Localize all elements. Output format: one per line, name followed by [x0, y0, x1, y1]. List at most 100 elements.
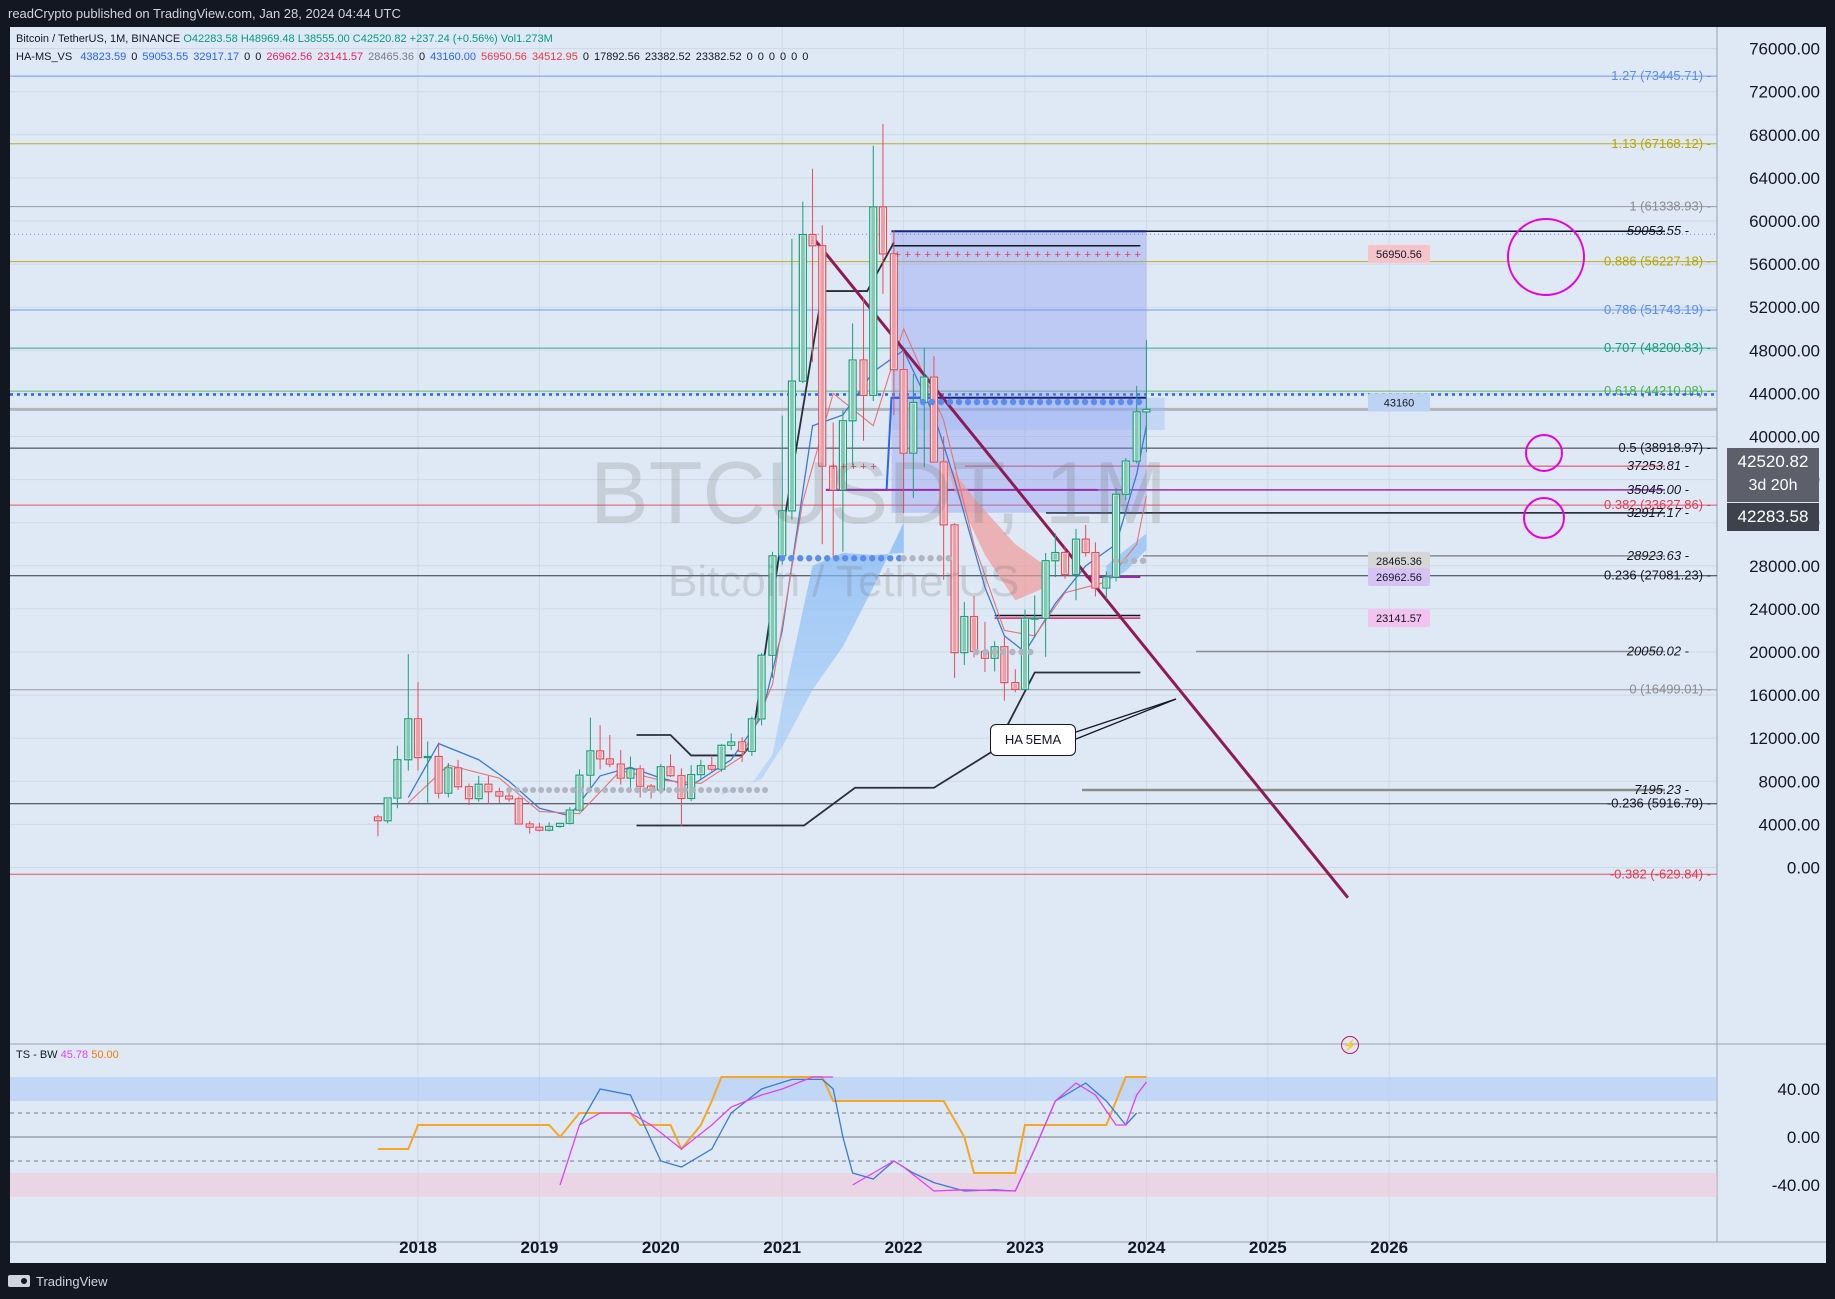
- indicator-dot: [586, 786, 593, 793]
- candle-fill: [871, 207, 876, 395]
- oscillator-legend[interactable]: TS - BW 45.78 50.00: [16, 1049, 119, 1061]
- indicator-value: 0: [746, 51, 753, 63]
- fib-label: 0.707 (48200.83) -: [1604, 340, 1711, 355]
- indicator-cross: +: [975, 249, 981, 261]
- indicator-tag-label: 56950.56: [1376, 249, 1422, 261]
- indicator-dot: [928, 398, 936, 406]
- watermark-name: Bitcoin / TetherUS: [668, 557, 1020, 606]
- indicator-cross: +: [995, 249, 1001, 261]
- downtrend-line: [811, 236, 1350, 899]
- indicator-cross: +: [1075, 249, 1081, 261]
- indicator-dot: [973, 398, 981, 406]
- price-axis-label: 72000.00: [1749, 83, 1820, 102]
- candle-fill: [486, 785, 491, 791]
- open-price-value: 42283.58: [1737, 507, 1809, 526]
- osc-axis-label: 0.00: [1787, 1128, 1820, 1147]
- indicator-dot: [842, 555, 849, 562]
- indicator-value: 23382.52: [644, 51, 691, 63]
- symbol-legend[interactable]: Bitcoin / TetherUS, 1M, BINANCE O42283.5…: [16, 33, 553, 45]
- candle-fill: [891, 254, 896, 369]
- indicator-dot: [706, 786, 713, 793]
- time-axis-label: 2024: [1127, 1238, 1165, 1257]
- indicator-dot: [878, 555, 885, 562]
- indicator-dot: [514, 786, 521, 793]
- indicator-tag-box: [1368, 609, 1430, 628]
- osc-axis-label: 40.00: [1777, 1080, 1820, 1099]
- indicator-value: 32917.17: [193, 51, 240, 63]
- indicator-dot: [666, 786, 673, 793]
- indicator-value: 17892.56: [593, 51, 640, 63]
- indicator-dot: [610, 786, 617, 793]
- candle-fill: [820, 246, 825, 466]
- indicator-dot: [546, 786, 553, 793]
- indicator-value: 23382.52: [695, 51, 742, 63]
- ha-5ema-annotation[interactable]: HA 5EMA: [990, 724, 1076, 756]
- indicator-tag-label: 23141.57: [1376, 613, 1422, 625]
- indicator-value: 59053.55: [142, 51, 189, 63]
- price-level-label: 20050.02 -: [1626, 643, 1690, 658]
- indicator-dot: [1108, 398, 1116, 406]
- indicator-dot: [1009, 398, 1017, 406]
- indicator-dot: [1099, 398, 1107, 406]
- chart-canvas[interactable]: 1.27 (73445.71) - 1.13 (67168.12) - 1 (613…: [10, 27, 1826, 1263]
- candle-fill: [941, 463, 946, 524]
- symbol-title: Bitcoin / TetherUS, 1M, BINANCE: [16, 33, 181, 45]
- fib-label: 1 (61338.93) -: [1629, 199, 1711, 214]
- indicator-cross: +: [905, 249, 911, 261]
- indicator-dot: [991, 648, 998, 656]
- indicator-dot: [824, 555, 831, 562]
- price-level-label: 7195.23 -: [1634, 782, 1690, 797]
- open-price-box: 42283.58: [1727, 503, 1819, 531]
- candle-fill: [527, 824, 532, 827]
- indicator-dot: [1117, 398, 1125, 406]
- ema-cloud-bull: [721, 522, 904, 796]
- lightning-icon[interactable]: ⚡: [1341, 1036, 1359, 1054]
- indicator-dot: [1018, 648, 1025, 656]
- indicator-dot: [806, 555, 813, 562]
- candle-fill: [497, 792, 502, 796]
- candle-fill: [901, 370, 906, 453]
- indicator-tag-label: 28465.36: [1376, 556, 1422, 568]
- time-axis-label: 2023: [1006, 1238, 1044, 1257]
- candle-fill: [840, 421, 845, 489]
- indicator-dot: [797, 555, 804, 562]
- ha-step-lower: [636, 671, 1141, 827]
- candle-fill: [709, 766, 714, 769]
- chart-pane[interactable]: 1.27 (73445.71) - 1.13 (67168.12) - 1 (613…: [10, 27, 1826, 1263]
- candle-fill: [861, 360, 866, 395]
- indicator-dot: [658, 786, 665, 793]
- indicator-legend[interactable]: HA-MS_VS 43823.59 0 59053.55 32917.17 0 0 2696…: [16, 51, 808, 63]
- indicator-value: 28465.36: [368, 51, 415, 63]
- indicator-value: 0: [255, 51, 262, 63]
- indicator-dot: [1130, 557, 1138, 564]
- indicator-dot: [946, 398, 954, 406]
- indicator-dot: [714, 786, 721, 793]
- candle-fill: [668, 767, 673, 775]
- indicator-dot: [1090, 398, 1098, 406]
- price-axis-label: 68000.00: [1749, 126, 1820, 145]
- candle-fill: [537, 828, 542, 830]
- indicator-value: 43823.59: [80, 51, 127, 63]
- indicator-dot: [522, 786, 529, 793]
- candle-fill: [1123, 462, 1128, 494]
- indicator-cross: +: [1095, 249, 1101, 261]
- candle-fill: [658, 767, 663, 790]
- indicator-dot: [1139, 557, 1147, 564]
- indicator-value: 34512.95: [531, 51, 578, 63]
- candle-fill: [880, 207, 885, 253]
- indicator-value: 56950.56: [481, 51, 527, 63]
- indicator-dot: [650, 786, 657, 793]
- candle-fill: [1013, 683, 1018, 689]
- indicator-dot: [909, 555, 916, 562]
- candle-fill: [850, 360, 855, 420]
- indicator-dot: [722, 786, 729, 793]
- fib-label: 1.27 (73445.71) -: [1611, 68, 1711, 83]
- indicator-dot: [730, 786, 737, 793]
- candle-fill: [466, 787, 471, 798]
- candle-fill: [1023, 619, 1027, 689]
- indicator-dot: [896, 555, 903, 562]
- indicator-cross: +: [915, 249, 921, 261]
- footer-brand: TradingView: [36, 1273, 108, 1289]
- indicator-value: 0: [802, 51, 809, 63]
- time-axis-label: 2025: [1249, 1238, 1287, 1257]
